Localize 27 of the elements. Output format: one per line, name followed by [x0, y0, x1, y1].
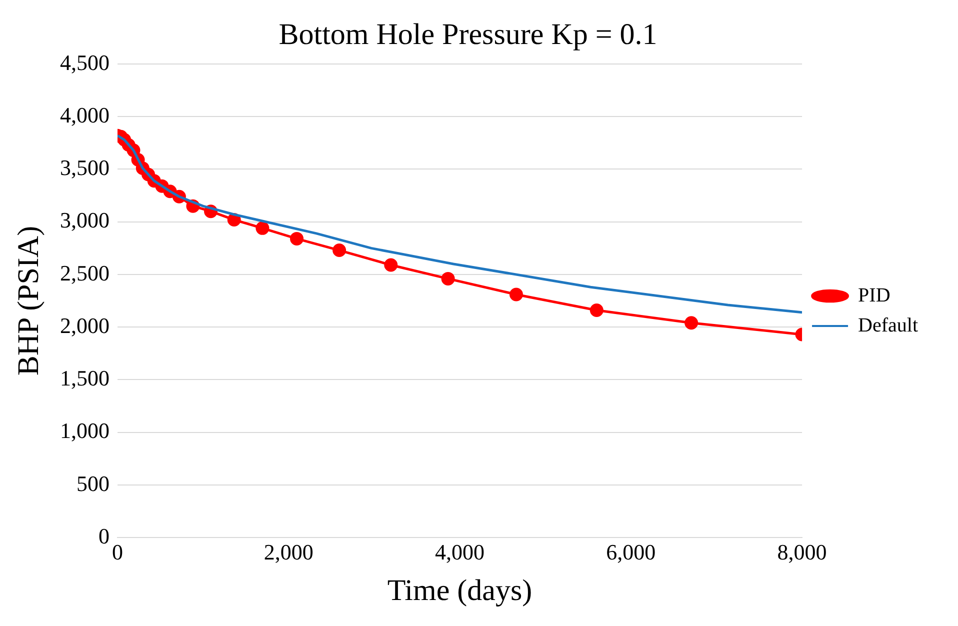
- y-tick-label: 3,000: [60, 208, 110, 233]
- chart-title: Bottom Hole Pressure Kp = 0.1: [278, 18, 658, 51]
- point: [590, 304, 604, 318]
- point: [509, 288, 523, 302]
- y-tick-label: 3,500: [60, 155, 110, 180]
- point: [684, 316, 698, 330]
- x-tick-label: 2,000: [264, 540, 314, 565]
- legend-label: PID: [858, 284, 890, 306]
- x-tick-label: 6,000: [606, 540, 656, 565]
- point: [441, 272, 455, 286]
- y-tick-label: 500: [76, 470, 110, 496]
- y-tick-label: 2,000: [60, 312, 110, 338]
- x-axis-title: Time (days): [387, 574, 532, 607]
- x-tick-label: 4,000: [435, 540, 485, 565]
- y-tick-label: 0: [98, 523, 110, 548]
- point: [290, 232, 304, 246]
- legend-label: Default: [858, 314, 918, 336]
- point: [332, 244, 346, 258]
- y-axis-title: BHP (PSIA): [12, 226, 45, 376]
- point: [384, 258, 398, 272]
- y-tick-label: 4,500: [60, 50, 110, 75]
- point: [256, 221, 270, 235]
- y-tick-label: 2,500: [60, 260, 110, 286]
- y-tick-label: 1,000: [60, 418, 110, 444]
- y-tick-label: 4,000: [60, 102, 110, 128]
- x-tick-label: 8,000: [777, 540, 827, 565]
- y-tick-label: 1,500: [60, 366, 110, 391]
